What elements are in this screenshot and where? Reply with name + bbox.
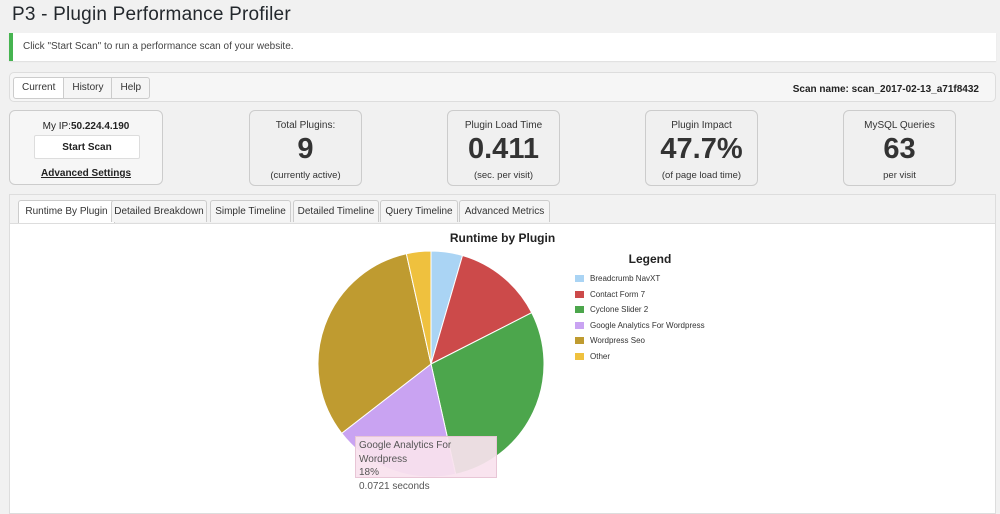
legend-item: Breadcrumb NavXT — [575, 271, 705, 287]
stat-value: 63 — [883, 133, 916, 165]
legend-label: Cyclone Slider 2 — [590, 305, 649, 315]
pie-chart — [317, 250, 545, 478]
pie-slice-other[interactable] — [405, 250, 432, 365]
stat-label: Total Plugins: — [275, 120, 336, 131]
tab-query-timeline[interactable]: Query Timeline — [380, 200, 458, 222]
chart-tooltip: Google Analytics For Wordpress 18% 0.072… — [355, 436, 497, 492]
ip-box: My IP:50.224.4.190 Start Scan Advanced S… — [9, 110, 163, 185]
legend-item: Other — [575, 349, 705, 365]
my-ip: My IP:50.224.4.190 — [10, 121, 162, 132]
tab-advanced-metrics[interactable]: Advanced Metrics — [459, 200, 550, 222]
legend-label: Breadcrumb NavXT — [590, 274, 661, 284]
legend-swatch — [575, 306, 584, 314]
legend-item: Cyclone Slider 2 — [575, 302, 705, 318]
stat-plugin-load-time: Plugin Load Time 0.411 (sec. per visit) — [447, 110, 560, 186]
stat-value: 0.411 — [468, 133, 539, 165]
legend-swatch — [575, 337, 584, 345]
tab-simple-timeline[interactable]: Simple Timeline — [210, 200, 291, 222]
scan-notice: Click "Start Scan" to run a performance … — [9, 33, 996, 61]
page-title: P3 - Plugin Performance Profiler — [12, 4, 291, 25]
advanced-settings-link[interactable]: Advanced Settings — [40, 168, 132, 179]
tooltip-seconds: 0.0721 seconds — [359, 480, 430, 492]
stat-plugin-impact: Plugin Impact 47.7% (of page load time) — [645, 110, 758, 186]
tab-history[interactable]: History — [63, 77, 113, 99]
ip-value: 50.224.4.190 — [70, 121, 130, 132]
stat-sub: (currently active) — [270, 170, 341, 181]
stat-mysql-queries: MySQL Queries 63 per visit — [843, 110, 956, 186]
scan-name: Scan name: scan_2017-02-13_a71f8432 — [792, 84, 979, 95]
notice-text: Click "Start Scan" to run a performance … — [23, 41, 294, 52]
stat-total-plugins: Total Plugins: 9 (currently active) — [249, 110, 362, 186]
pie-slice-wordpress-seo[interactable] — [317, 253, 432, 434]
stat-label: Plugin Load Time — [464, 120, 543, 131]
chart-title: Runtime by Plugin — [449, 231, 556, 245]
stat-sub: per visit — [883, 170, 916, 181]
ip-label: My IP: — [42, 121, 71, 132]
tooltip-series: Google Analytics For Wordpress — [359, 440, 452, 465]
stat-value: 9 — [297, 133, 314, 165]
stat-value: 47.7% — [660, 133, 743, 165]
legend-item: Google Analytics For Wordpress — [575, 318, 705, 334]
tab-help[interactable]: Help — [111, 77, 151, 99]
stat-label: MySQL Queries — [864, 120, 935, 131]
top-tabs-bar: Current History Help Scan name: scan_201… — [9, 72, 996, 102]
legend-label: Wordpress Seo — [590, 336, 645, 346]
legend-title: Legend — [628, 252, 672, 266]
tab-current[interactable]: Current — [13, 77, 65, 99]
tooltip-percent: 18% — [359, 467, 380, 478]
tab-detailed-breakdown[interactable]: Detailed Breakdown — [111, 200, 207, 222]
legend-label: Other — [590, 351, 611, 361]
pie-slice-contact-form-7[interactable] — [430, 254, 533, 365]
legend-swatch — [575, 352, 584, 360]
top-tab-group: Current History Help — [13, 77, 151, 99]
stat-label: Plugin Impact — [671, 120, 732, 131]
legend-label: Contact Form 7 — [590, 289, 646, 299]
legend-item: Wordpress Seo — [575, 333, 705, 349]
legend-label: Google Analytics For Wordpress — [590, 320, 705, 330]
results-panel: Runtime By Plugin Detailed Breakdown Sim… — [9, 194, 996, 514]
panel-tabs: Runtime By Plugin Detailed Breakdown Sim… — [10, 195, 995, 224]
legend-swatch — [575, 321, 584, 329]
legend-swatch — [575, 275, 584, 283]
legend-item: Contact Form 7 — [575, 287, 705, 303]
legend: Breadcrumb NavXT Contact Form 7 Cyclone Sl… — [575, 271, 705, 364]
start-scan-button[interactable]: Start Scan — [34, 135, 140, 159]
legend-swatch — [575, 290, 584, 298]
stat-sub: (sec. per visit) — [473, 170, 534, 181]
tab-detailed-timeline[interactable]: Detailed Timeline — [293, 200, 379, 222]
stat-sub: (of page load time) — [661, 170, 742, 181]
